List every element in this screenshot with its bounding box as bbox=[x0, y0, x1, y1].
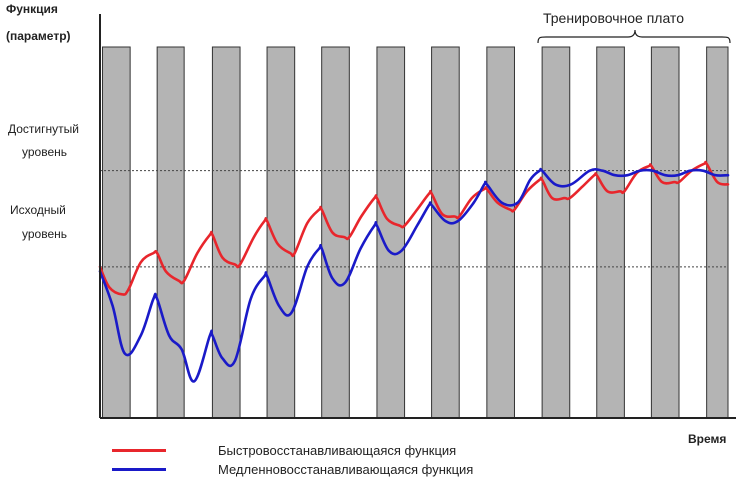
legend-item-slow: Медленновосстанавливающаяся функция bbox=[112, 459, 473, 479]
series-line-fast bbox=[98, 160, 730, 296]
y-axis-label-line1: Функция bbox=[6, 2, 58, 16]
legend-item-fast: Быстровосстанавливающаяся функция bbox=[112, 440, 456, 460]
legend-swatch-fast bbox=[112, 448, 166, 452]
training-bar-7 bbox=[431, 46, 460, 419]
training-bar-10 bbox=[596, 46, 625, 419]
training-bar-5 bbox=[321, 46, 350, 419]
plateau-brace bbox=[537, 29, 731, 44]
training-bar-6 bbox=[376, 46, 406, 419]
training-bar-1 bbox=[102, 46, 131, 419]
axes bbox=[99, 14, 736, 419]
legend-swatch-slow bbox=[112, 467, 166, 471]
y-axis-label-line2: (параметр) bbox=[6, 29, 71, 43]
series-group bbox=[98, 160, 730, 383]
x-axis-label: Время bbox=[688, 432, 726, 446]
baseline-level-label-line1: Исходный bbox=[10, 203, 66, 217]
plateau-annotation: Тренировочное плато bbox=[543, 10, 684, 26]
series-line-slow bbox=[98, 167, 730, 383]
training-bar-8 bbox=[486, 46, 515, 419]
legend: Быстровосстанавливающаяся функция Медлен… bbox=[0, 432, 746, 484]
training-bar-12 bbox=[706, 46, 729, 419]
achieved-level-label-line2: уровень bbox=[22, 145, 67, 159]
training-bars bbox=[102, 46, 729, 419]
training-bar-2 bbox=[156, 46, 185, 419]
training-bar-9 bbox=[541, 46, 571, 419]
reference-lines bbox=[100, 170, 728, 268]
training-bar-11 bbox=[650, 46, 680, 419]
legend-label-fast: Быстровосстанавливающаяся функция bbox=[218, 442, 457, 458]
baseline-level-label-line2: уровень bbox=[22, 227, 67, 241]
legend-label-slow: Медленновосстанавливающаяся функция bbox=[218, 461, 474, 477]
achieved-level-label-line1: Достигнутый bbox=[8, 122, 79, 136]
